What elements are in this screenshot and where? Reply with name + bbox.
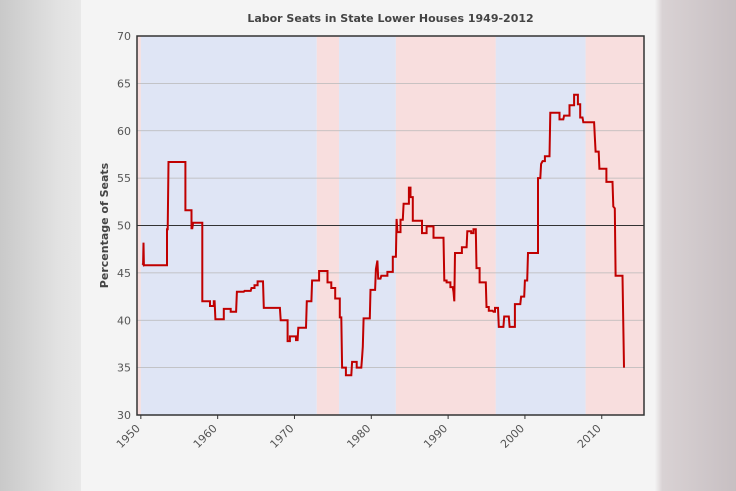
y-tick-label-70: 70: [117, 30, 131, 43]
x-tick-label-1970: 1970: [268, 422, 297, 451]
y-tick-label-45: 45: [117, 267, 131, 280]
plot-frame: [136, 35, 645, 416]
x-tick-label-1990: 1990: [421, 422, 450, 451]
y-tick-label-65: 65: [117, 77, 131, 90]
x-tick-label-2010: 2010: [575, 422, 604, 451]
y-tick-label-30: 30: [117, 409, 131, 422]
y-tick-label-35: 35: [117, 362, 131, 375]
x-tick-label-1950: 1950: [114, 422, 143, 451]
series-line-0: [141, 93, 625, 377]
series-layer: [141, 93, 625, 377]
y-tick-label-55: 55: [117, 172, 131, 185]
y-tick-label-50: 50: [117, 220, 131, 233]
x-tick-label-2000: 2000: [498, 422, 527, 451]
x-tick-label-1980: 1980: [344, 422, 373, 451]
y-axis-label: Percentage of Seats: [98, 162, 111, 288]
y-tick-label-40: 40: [117, 314, 131, 327]
chart-title: Labor Seats in State Lower Houses 1949-2…: [247, 12, 533, 25]
chart-svg: 30 35 40 45 50 55 60 65 70 1950 1960 1970 1980 1990 20…: [98, 12, 645, 451]
x-tick-label-1960: 1960: [191, 422, 220, 451]
y-tick-label-60: 60: [117, 125, 131, 138]
chart-panel: 30 35 40 45 50 55 60 65 70 1950 1960 1970 1980 1990 20…: [81, 0, 655, 491]
